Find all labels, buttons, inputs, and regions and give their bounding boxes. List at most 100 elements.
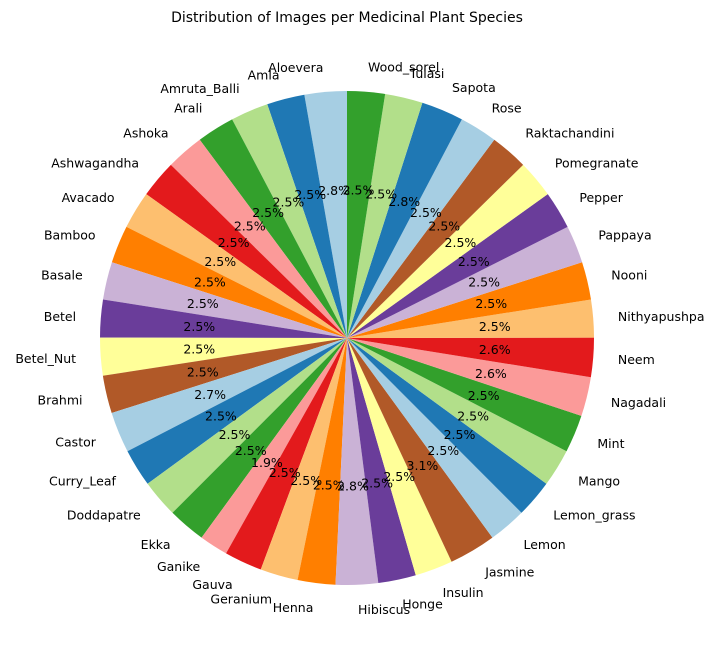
pie-slice-amruta-balli [232,104,347,338]
percent-label-hibiscus: 2.8% [337,479,369,494]
pie-slice-basale [103,262,348,338]
pie-slice-gauva [226,338,347,570]
slice-label-raktachandini: Raktachandini [525,126,614,141]
pie-slice-bamboo [111,226,348,338]
percent-label-castor: 2.7% [194,387,226,402]
percent-label-sapota: 2.8% [388,194,420,209]
slice-label-geranium: Geranium [210,592,272,607]
pie-slice-neem [347,337,595,378]
slice-label-lemon-grass: Lemon_grass [553,507,635,522]
pie-slice-curry-leaf [127,338,348,484]
percent-label-jasmine: 3.1% [407,458,439,473]
percent-label-raktachandini: 2.5% [428,219,460,234]
slice-label-henna: Henna [273,600,314,615]
pie-slice-pepper [347,194,568,338]
pie-slice-ekka [172,338,347,538]
pie-slice-henna [297,338,347,585]
percent-label-avacado: 2.5% [204,254,236,269]
percent-label-mint: 2.5% [468,388,500,403]
pie-slice-ashwagandha [146,164,347,338]
slice-label-wood-sorel: Wood_sorel [368,60,439,75]
percent-label-honge: 2.5% [361,476,393,491]
percent-label-betel-nut: 2.5% [183,342,215,357]
pie-slice-betel-nut [99,337,347,376]
pie-slice-nooni [347,262,591,338]
percent-label-brahmi: 2.5% [187,364,219,379]
percent-label-insulin: 2.5% [383,469,415,484]
pie-slice-amla [267,94,347,338]
slice-label-tulasi: Tulasi [409,66,445,81]
percent-label-ekka: 2.5% [235,443,267,458]
pie-slice-pappaya [347,226,583,338]
slice-label-bamboo: Bamboo [44,227,96,242]
slice-label-ganike: Ganike [157,559,201,574]
pie-slice-insulin [347,338,452,576]
slice-label-nithyapushpa: Nithyapushpa [618,309,705,324]
slice-label-pepper: Pepper [579,190,623,205]
slice-label-mango: Mango [578,473,620,488]
pie-slice-mint [347,338,582,452]
pie-slice-tulasi [347,93,423,339]
slice-label-mint: Mint [597,436,624,451]
percent-label-mango: 2.5% [457,408,489,423]
percent-label-ashwagandha: 2.5% [218,235,250,250]
slice-label-doddapatre: Doddapatre [67,507,141,522]
percent-label-lemon-grass: 2.5% [444,427,476,442]
slice-label-nagadali: Nagadali [611,395,666,410]
pie-slices [99,91,595,585]
slice-label-honge: Honge [402,597,443,612]
percent-label-amruta-balli: 2.5% [273,194,305,209]
percent-label-neem: 2.6% [479,342,511,357]
slice-label-basale: Basale [41,268,83,283]
slice-label-pomegranate: Pomegranate [555,156,639,171]
slice-label-ashoka: Ashoka [123,126,168,141]
slice-label-betel: Betel [44,309,76,324]
slice-label-jasmine: Jasmine [484,565,534,580]
slice-label-nooni: Nooni [611,268,647,283]
percent-label-curry-leaf: 2.5% [205,408,237,423]
pie-slice-hibiscus [335,338,379,585]
slice-label-pappaya: Pappaya [598,227,651,242]
percent-label-henna: 2.5% [313,478,345,493]
pie-slice-arali [199,119,347,338]
pie-slice-brahmi [102,338,348,414]
pie-slice-sapota [347,102,462,338]
percent-label-aloevera: 2.8% [318,183,350,198]
percent-label-ashoka: 2.5% [234,219,266,234]
pie-slice-raktachandini [347,139,524,338]
pie-slice-rose [347,119,495,338]
slice-label-ashwagandha: Ashwagandha [51,156,139,171]
slice-label-ekka: Ekka [141,537,171,552]
pie-slice-honge [347,338,416,584]
slice-label-hibiscus: Hibiscus [358,602,410,617]
percent-label-bamboo: 2.5% [194,274,226,289]
pie-slice-jasmine [347,338,493,562]
slice-label-brahmi: Brahmi [38,393,83,408]
pie-slice-mango [347,338,567,484]
percent-label-gauva: 2.5% [269,465,301,480]
percent-label-arali: 2.5% [252,205,284,220]
percent-labels: 2.8%2.5%2.5%2.5%2.5%2.5%2.5%2.5%2.5%2.5%… [183,183,510,494]
pie-slice-castor [111,338,347,452]
slice-label-lemon: Lemon [524,537,566,552]
slice-label-arali: Arali [174,101,202,116]
pie-slice-betel [100,299,347,338]
pie-slice-nithyapushpa [347,299,594,338]
slice-label-insulin: Insulin [443,585,484,600]
percent-label-pappaya: 2.5% [468,274,500,289]
chart-title: Distribution of Images per Medicinal Pla… [171,10,523,26]
percent-label-nithyapushpa: 2.5% [479,319,511,334]
pie-slice-pomegranate [347,164,548,338]
percent-label-basale: 2.5% [187,296,219,311]
percent-label-ganike: 1.9% [251,455,283,470]
slice-label-rose: Rose [492,101,522,116]
pie-slice-lemon [347,338,522,538]
pie-slice-ashoka [170,139,347,338]
percent-label-lemon: 2.5% [427,443,459,458]
pie-slice-wood-sorel [347,91,386,338]
percent-label-doddapatre: 2.5% [219,427,251,442]
slice-label-aloevera: Aloevera [268,60,323,75]
percent-label-betel: 2.5% [183,319,215,334]
